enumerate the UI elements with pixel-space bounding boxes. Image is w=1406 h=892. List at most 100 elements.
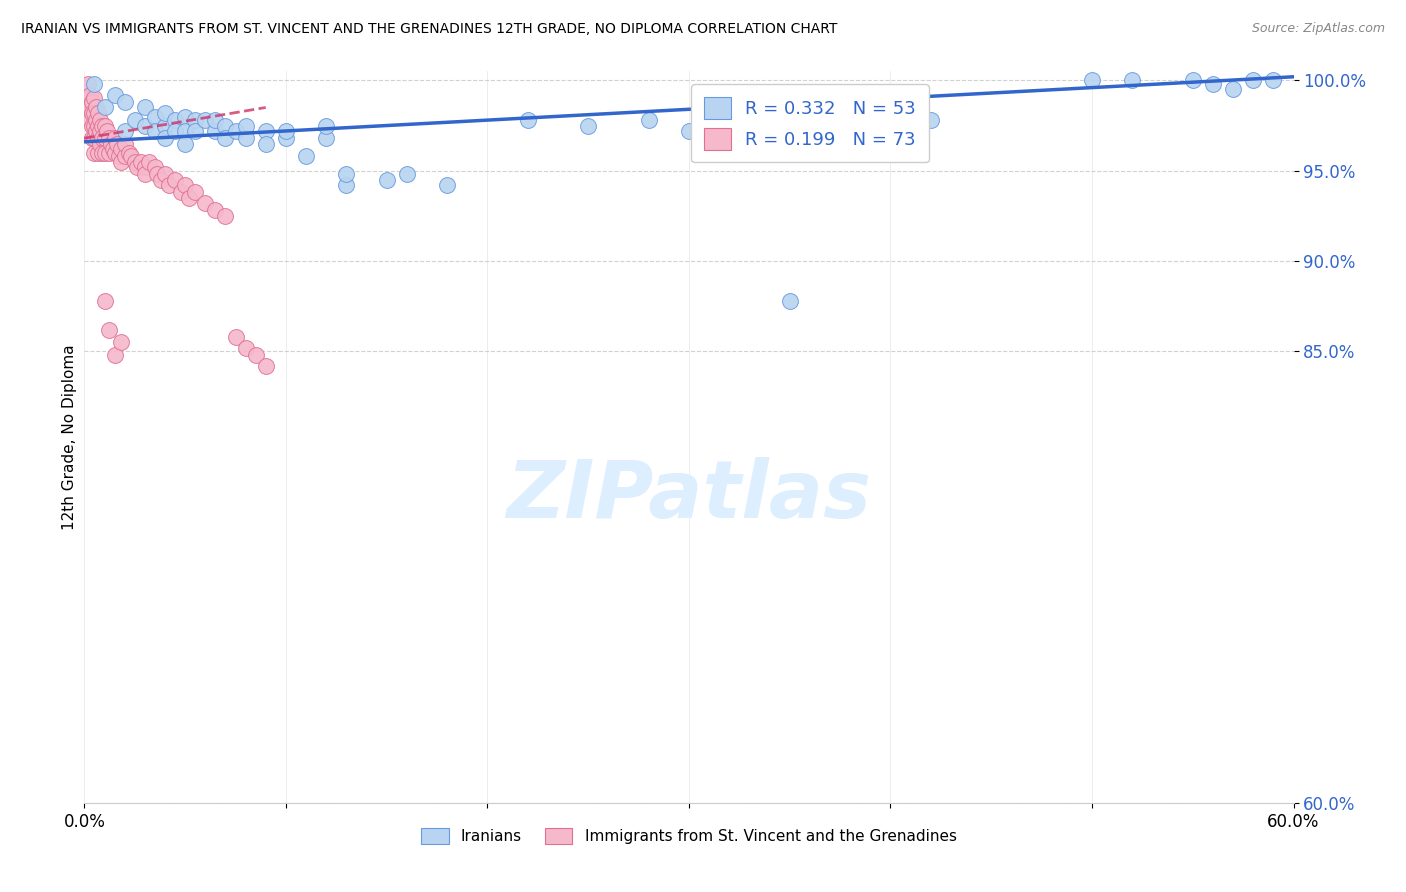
Point — [165, 113, 187, 128]
Text: ZIPatlas: ZIPatlas — [506, 457, 872, 534]
Point — [134, 100, 156, 114]
Point — [436, 178, 458, 193]
Point — [174, 110, 197, 124]
Point — [134, 119, 156, 133]
Point — [89, 113, 111, 128]
Point — [245, 348, 267, 362]
Point — [637, 113, 659, 128]
Point — [86, 124, 108, 138]
Point — [82, 119, 104, 133]
Point — [87, 131, 110, 145]
Point — [91, 145, 114, 160]
Point — [129, 154, 152, 169]
Text: Source: ZipAtlas.com: Source: ZipAtlas.com — [1251, 22, 1385, 36]
Point — [125, 160, 148, 174]
Point — [77, 100, 100, 114]
Point — [235, 341, 257, 355]
Point — [516, 113, 538, 128]
Point — [82, 106, 104, 120]
Point — [114, 95, 136, 109]
Point — [315, 119, 337, 133]
Point — [194, 196, 217, 211]
Point — [104, 145, 127, 160]
Point — [395, 167, 418, 181]
Point — [157, 178, 180, 193]
Point — [254, 359, 277, 373]
Point — [114, 136, 136, 151]
Point — [143, 160, 166, 174]
Point — [315, 131, 337, 145]
Point — [93, 131, 115, 145]
Point — [77, 77, 100, 91]
Point — [184, 124, 207, 138]
Point — [83, 131, 105, 145]
Point — [1121, 73, 1143, 87]
Point — [204, 124, 226, 138]
Point — [83, 145, 105, 160]
Point — [179, 191, 201, 205]
Point — [83, 91, 105, 105]
Point — [174, 124, 197, 138]
Point — [214, 131, 236, 145]
Point — [165, 124, 187, 138]
Point — [1202, 77, 1225, 91]
Point — [254, 124, 277, 138]
Text: IRANIAN VS IMMIGRANTS FROM ST. VINCENT AND THE GRENADINES 12TH GRADE, NO DIPLOMA: IRANIAN VS IMMIGRANTS FROM ST. VINCENT A… — [21, 22, 838, 37]
Point — [114, 149, 136, 163]
Point — [153, 106, 176, 120]
Point — [124, 154, 146, 169]
Point — [83, 119, 105, 133]
Point — [184, 186, 207, 200]
Point — [97, 131, 120, 145]
Point — [214, 209, 236, 223]
Point — [254, 136, 277, 151]
Point — [118, 145, 141, 160]
Point — [101, 142, 124, 156]
Point — [93, 293, 115, 308]
Point — [96, 124, 118, 138]
Point — [87, 119, 110, 133]
Point — [170, 186, 193, 200]
Point — [194, 113, 217, 128]
Point — [91, 119, 114, 133]
Point — [93, 100, 115, 114]
Point — [225, 330, 247, 344]
Point — [89, 136, 111, 151]
Point — [214, 119, 236, 133]
Point — [110, 335, 132, 350]
Point — [174, 136, 197, 151]
Point — [104, 131, 127, 145]
Point — [678, 124, 700, 138]
Point — [153, 131, 176, 145]
Y-axis label: 12th Grade, No Diploma: 12th Grade, No Diploma — [62, 344, 77, 530]
Point — [110, 154, 132, 169]
Legend: Iranians, Immigrants from St. Vincent and the Grenadines: Iranians, Immigrants from St. Vincent an… — [415, 822, 963, 850]
Point — [89, 124, 111, 138]
Point — [79, 113, 101, 128]
Point — [87, 106, 110, 120]
Point — [225, 124, 247, 138]
Point — [114, 124, 136, 138]
Point — [82, 131, 104, 145]
Point — [174, 178, 197, 193]
Point — [134, 167, 156, 181]
Point — [104, 87, 127, 102]
Point — [920, 113, 942, 128]
Point — [79, 87, 101, 102]
Point — [104, 348, 127, 362]
Point — [1222, 82, 1244, 96]
Point — [1263, 73, 1285, 87]
Point — [1181, 73, 1204, 87]
Point — [93, 119, 115, 133]
Point — [97, 145, 120, 160]
Point — [1241, 73, 1264, 87]
Point — [204, 203, 226, 218]
Point — [184, 113, 207, 128]
Point — [165, 172, 187, 186]
Point — [335, 167, 357, 181]
Point — [93, 145, 115, 160]
Point — [235, 131, 257, 145]
Point — [274, 131, 297, 145]
Point — [83, 77, 105, 91]
Point — [235, 119, 257, 133]
